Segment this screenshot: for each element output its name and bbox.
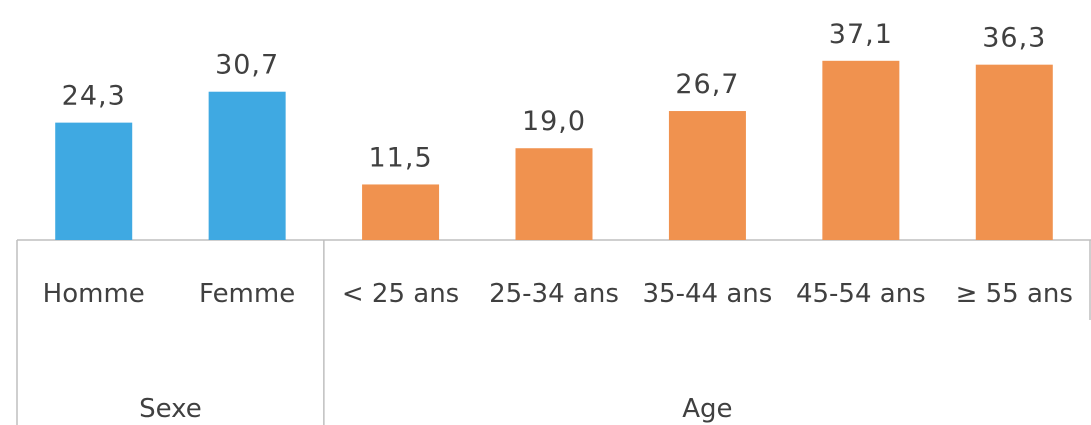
bar: [362, 184, 440, 240]
value-label: 26,7: [675, 69, 739, 100]
category-label: 45-54 ans: [795, 279, 926, 309]
category-label: Homme: [42, 279, 145, 309]
value-label: 11,5: [369, 142, 433, 173]
value-label: 30,7: [215, 50, 279, 81]
value-label: 36,3: [982, 23, 1046, 54]
value-label: 19,0: [522, 106, 586, 137]
group-label: Sexe: [139, 394, 202, 424]
category-label: ≥ 55 ans: [955, 279, 1073, 309]
category-label: 35-44 ans: [642, 279, 773, 309]
bar: [822, 60, 900, 240]
bar: [515, 148, 593, 240]
value-label: 37,1: [829, 19, 893, 50]
bar: [208, 91, 286, 241]
category-label: 25-34 ans: [489, 279, 619, 309]
group-label: Age: [682, 394, 733, 424]
bar: [975, 64, 1053, 241]
category-label: < 25 ans: [341, 279, 460, 309]
bar: [668, 111, 746, 240]
category-label: Femme: [199, 279, 296, 309]
value-label: 24,3: [62, 81, 126, 112]
bar: [55, 122, 133, 240]
